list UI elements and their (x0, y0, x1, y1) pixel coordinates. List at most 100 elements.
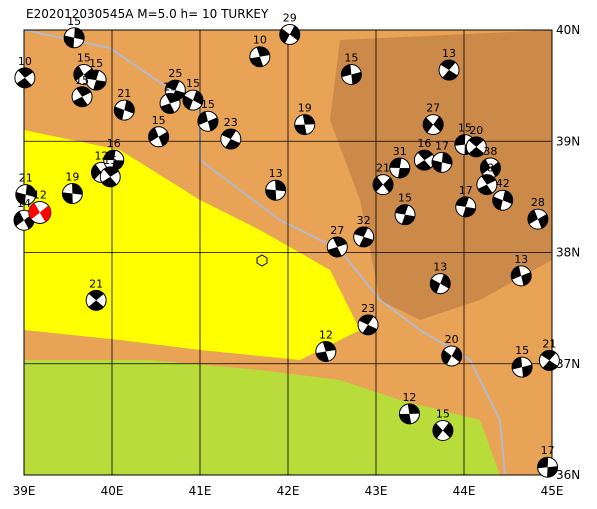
depth-label: 23 (361, 302, 375, 315)
ball-quadrant (359, 314, 378, 335)
focal-mechanism (148, 126, 170, 148)
depth-label: 16 (417, 137, 431, 150)
focal-mechanism (279, 23, 301, 45)
focal-mechanism (265, 179, 287, 201)
focal-mechanism (113, 99, 135, 121)
y-tick-label: 37N (556, 357, 580, 371)
y-tick-label: 36N (556, 468, 580, 482)
depth-label: 17 (459, 184, 473, 197)
focal-mechanism (422, 114, 444, 136)
ball-quadrant (197, 111, 218, 131)
depth-label: 15 (398, 192, 412, 205)
focal-mechanism (197, 110, 219, 132)
depth-label: 15 (436, 408, 450, 421)
ball-quadrant (16, 67, 34, 88)
focal-mechanism (63, 27, 85, 49)
ball-quadrant (537, 457, 558, 478)
ball-quadrant (148, 127, 169, 147)
focal-mechanism (61, 183, 83, 205)
x-tick-label: 41E (189, 484, 212, 498)
depth-label: 16 (107, 137, 121, 150)
focal-mechanism (455, 196, 477, 218)
x-tick-label: 39E (13, 484, 36, 498)
ball-quadrant (354, 226, 374, 247)
focal-mechanism (357, 314, 379, 336)
depth-label: 15 (67, 15, 81, 28)
depth-label: 14 (17, 197, 31, 210)
depth-label: 13 (433, 261, 447, 274)
focal-mechanism (511, 356, 533, 378)
focal-mechanism (353, 226, 375, 248)
ball-quadrant (341, 64, 362, 85)
depth-label: 32 (357, 214, 371, 227)
map-title: E202012030545A M=5.0 h= 10 TURKEY (26, 7, 269, 21)
depth-label: 19 (298, 102, 312, 115)
ball-quadrant (28, 202, 51, 222)
ball-quadrant (455, 196, 476, 217)
ball-quadrant (527, 209, 548, 229)
ball-quadrant (265, 180, 286, 201)
focal-mechanism (476, 174, 498, 196)
depth-label: 28 (531, 196, 545, 209)
depth-label: 13 (269, 167, 283, 180)
depth-label: 20 (445, 333, 459, 346)
x-tick-label: 40E (101, 484, 124, 498)
ball-quadrant (160, 93, 180, 114)
depth-label: 28 (480, 162, 494, 175)
depth-label: 20 (469, 124, 483, 137)
ball-quadrant (399, 403, 420, 424)
x-tick-label: 44E (453, 484, 476, 498)
ball-quadrant (480, 159, 501, 177)
focal-mechanism (71, 86, 93, 108)
focal-mechanism (431, 151, 453, 173)
depth-label: 21 (19, 172, 33, 185)
ball-quadrant (182, 90, 203, 110)
depth-label: 12 (33, 188, 47, 201)
focal-mechanism (510, 265, 532, 287)
depth-label: 23 (224, 116, 238, 129)
focal-mechanism (492, 189, 514, 211)
focal-mechanism (85, 289, 107, 311)
ball-quadrant (511, 266, 532, 286)
depth-label: 15 (186, 77, 200, 90)
ball-quadrant (101, 166, 119, 187)
ball-quadrant (279, 25, 300, 44)
focal-mechanism (429, 273, 451, 295)
ball-quadrant (440, 60, 458, 81)
depth-label: 29 (283, 11, 297, 24)
ball-quadrant (221, 129, 240, 150)
depth-label: 19 (65, 171, 79, 184)
depth-label: 15 (515, 344, 529, 357)
focal-mechanism (537, 456, 559, 478)
ball-quadrant (432, 152, 452, 173)
ball-quadrant (512, 357, 533, 378)
depth-label: 13 (442, 47, 456, 60)
ball-quadrant (327, 236, 347, 257)
focal-mechanism (413, 149, 435, 171)
ball-quadrant (165, 80, 185, 101)
depth-label: 25 (168, 67, 182, 80)
depth-label: 21 (376, 162, 390, 175)
depth-label: 15 (89, 57, 103, 70)
focal-mechanism (159, 92, 181, 114)
ball-quadrant (432, 422, 453, 439)
depth-label: 31 (393, 145, 407, 158)
depth-label: 15 (163, 80, 177, 93)
depth-label: 42 (496, 177, 510, 190)
depth-label: 38 (483, 145, 497, 158)
ball-quadrant (373, 176, 394, 193)
focal-mechanism (249, 46, 271, 68)
focal-mechanism (441, 345, 463, 367)
ball-quadrant (64, 27, 85, 48)
depth-label: 21 (117, 87, 131, 100)
depth-label: 15 (103, 154, 117, 167)
depth-label: 15 (344, 52, 358, 65)
ball-quadrant (14, 211, 35, 230)
depth-label: 10 (253, 34, 267, 47)
ball-quadrant (430, 274, 451, 293)
ball-quadrant (468, 136, 484, 157)
focal-mechanism (538, 349, 560, 371)
depth-label: 15 (77, 52, 91, 65)
focal-mechanism (99, 166, 121, 188)
